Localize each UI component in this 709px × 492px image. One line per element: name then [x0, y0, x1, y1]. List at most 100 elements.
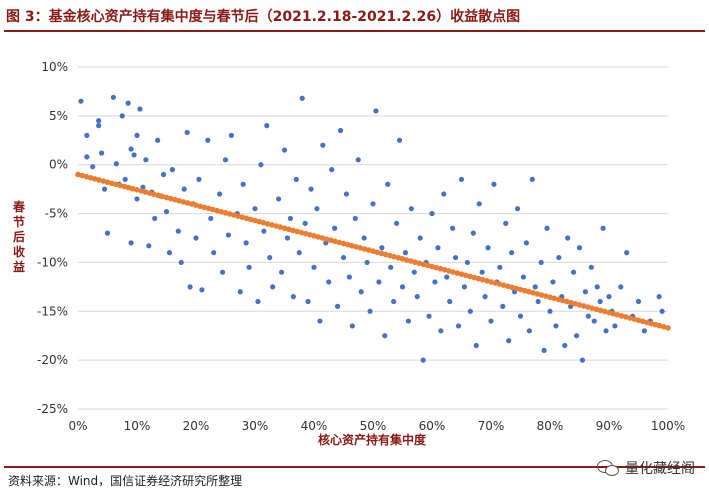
- trendline-point: [416, 260, 423, 267]
- scatter-point: [349, 323, 355, 329]
- trendline-point: [635, 317, 642, 324]
- scatter-point: [278, 269, 285, 275]
- trendline-point: [429, 263, 435, 270]
- scatter-point: [535, 298, 541, 305]
- trendline-point: [483, 277, 490, 284]
- scatter-point: [624, 250, 630, 256]
- trendline-point: [610, 310, 617, 317]
- scatter-point: [541, 347, 547, 353]
- scatter-point: [414, 294, 420, 300]
- trendline-point: [176, 197, 182, 204]
- x-tick-label: 80%: [537, 419, 564, 433]
- trendline-point: [450, 269, 456, 275]
- scatter-point: [473, 342, 479, 349]
- scatter-point: [455, 323, 462, 329]
- scatter-point: [302, 220, 308, 226]
- scatter-point: [225, 232, 232, 238]
- trendline-point: [538, 292, 545, 298]
- scatter-point: [355, 157, 361, 163]
- trendline-point: [521, 287, 528, 294]
- trendline-point: [382, 251, 389, 258]
- scatter-point: [606, 294, 612, 300]
- scatter-point: [228, 132, 234, 138]
- scatter-point: [385, 181, 391, 187]
- scatter-point: [208, 215, 214, 222]
- x-tick-label: 100%: [651, 419, 685, 433]
- scatter-point: [337, 127, 344, 134]
- trendline-point: [568, 299, 574, 306]
- scatter-point: [435, 245, 441, 251]
- figure-title: 图 3：基金核心资产持有集中度与春节后（2021.2.18-2021.2.26）…: [6, 9, 521, 25]
- scatter-point: [591, 318, 597, 324]
- scatter-point: [379, 245, 385, 251]
- trendline-point: [349, 242, 355, 249]
- trendline-point: [239, 214, 246, 221]
- trendline-point: [656, 322, 663, 329]
- scatter-point: [417, 235, 423, 241]
- trendline-point: [618, 313, 625, 319]
- scatter-point: [612, 323, 618, 329]
- scatter-point: [594, 284, 600, 290]
- trendline-point: [83, 173, 90, 180]
- trendline-point: [623, 314, 629, 320]
- trendline-point: [298, 229, 305, 236]
- scatter-point: [255, 298, 261, 305]
- scatter-point: [219, 269, 226, 275]
- y-axis-label: 春节后收益: [12, 200, 25, 274]
- trendline-point: [201, 204, 208, 211]
- scatter-point: [411, 269, 417, 275]
- trendline-point: [243, 215, 250, 222]
- trendline-point: [593, 306, 600, 313]
- title-rule: [4, 30, 705, 32]
- scatter-point: [217, 191, 223, 197]
- scatter-point: [464, 259, 470, 266]
- trendline-point: [361, 246, 368, 252]
- trendline-point: [441, 267, 448, 273]
- trendline-point: [306, 231, 313, 238]
- trendline-point: [336, 239, 343, 246]
- scatter-point: [222, 157, 229, 163]
- x-tick-label: 10%: [124, 419, 151, 433]
- scatter-point: [113, 161, 119, 167]
- scatter-point: [485, 245, 491, 251]
- scatter-point: [175, 228, 181, 234]
- trendline-point: [505, 283, 511, 290]
- trendline-point: [555, 296, 562, 303]
- trendline-point: [197, 203, 204, 210]
- trendline-point: [462, 272, 469, 279]
- trendline-point: [614, 311, 621, 318]
- x-tick-label: 40%: [301, 419, 328, 433]
- scatter-point: [444, 274, 450, 280]
- trendline-point: [370, 248, 376, 254]
- trendline-point: [526, 288, 532, 295]
- scatter-point: [96, 118, 102, 124]
- scatter-point: [163, 209, 170, 215]
- trendline-point: [374, 249, 381, 256]
- scatter-point: [482, 294, 488, 300]
- trendline-point: [580, 303, 587, 309]
- scatter-point: [573, 333, 580, 339]
- trendline-point: [433, 264, 440, 271]
- scatter-point: [571, 269, 577, 275]
- scatter-point: [199, 287, 205, 293]
- scatter-point: [405, 318, 411, 324]
- trendline-point: [644, 319, 650, 326]
- x-tick-label: 0%: [68, 419, 87, 433]
- trendline-point: [408, 258, 414, 264]
- trendline-point: [542, 293, 549, 299]
- trendline-point: [479, 276, 486, 283]
- trendline-point: [652, 321, 659, 328]
- trendline-point: [231, 212, 237, 218]
- scatter-point: [426, 313, 432, 319]
- scatter-point: [146, 243, 152, 249]
- trendline-point: [446, 268, 452, 274]
- trendline-point: [500, 282, 507, 288]
- source-note: 资料来源：Wind，国信证券经济研究所整理: [8, 474, 243, 488]
- trendline-point: [564, 298, 570, 305]
- scatter-point: [461, 284, 468, 290]
- scatter-point: [178, 259, 184, 266]
- scatter-point: [125, 100, 131, 106]
- scatter-point: [376, 279, 382, 285]
- trendline-point: [627, 315, 633, 321]
- trendline-point: [302, 230, 309, 237]
